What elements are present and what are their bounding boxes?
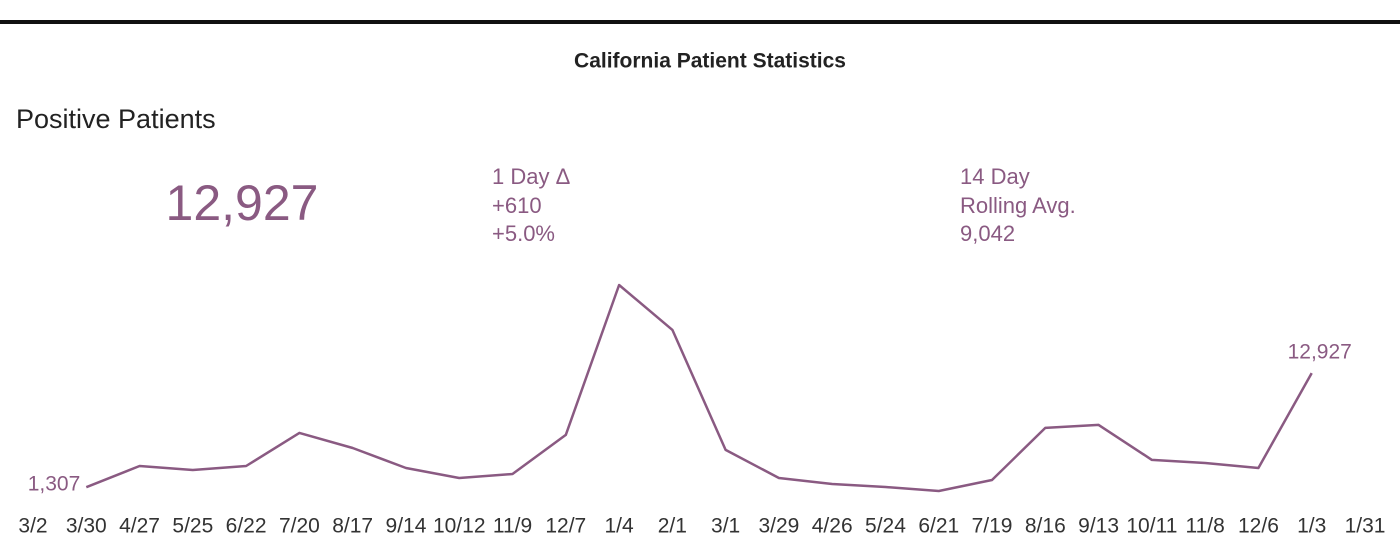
x-tick-label: 6/22 xyxy=(226,515,267,538)
title: California Patient Statistics xyxy=(574,50,846,73)
x-tick-label: 9/14 xyxy=(386,515,427,538)
x-tick-label: 3/30 xyxy=(66,515,107,538)
avg-value: 9,042 xyxy=(960,221,1015,246)
x-tick-label: 4/26 xyxy=(812,515,853,538)
delta-label: 1 Day Δ xyxy=(492,164,571,189)
kpi-label: Positive Patients xyxy=(16,104,216,134)
x-tick-label: 12/6 xyxy=(1238,515,1279,538)
data-label: 12,927 xyxy=(1288,341,1352,364)
kpi-value: 12,927 xyxy=(166,175,319,231)
x-tick-label: 7/19 xyxy=(972,515,1013,538)
x-tick-label: 3/29 xyxy=(758,515,799,538)
avg-label: Rolling Avg. xyxy=(960,193,1076,218)
x-tick-label: 8/16 xyxy=(1025,515,1066,538)
x-tick-label: 4/27 xyxy=(119,515,160,538)
x-tick-label: 5/24 xyxy=(865,515,906,538)
x-tick-label: 10/11 xyxy=(1126,515,1177,538)
x-tick-label: 1/3 xyxy=(1297,515,1326,538)
x-tick-label: 12/7 xyxy=(545,515,586,538)
data-label: 1,307 xyxy=(28,473,81,496)
x-tick-label: 1/31 xyxy=(1345,515,1386,538)
top-rule xyxy=(0,20,1400,24)
x-tick-label: 8/17 xyxy=(332,515,373,538)
x-tick-label: 9/13 xyxy=(1078,515,1119,538)
x-tick-label: 2/1 xyxy=(658,515,687,538)
x-tick-label: 10/12 xyxy=(433,515,486,538)
delta-pct: +5.0% xyxy=(492,221,555,246)
x-tick-label: 5/25 xyxy=(172,515,213,538)
delta-value: +610 xyxy=(492,193,542,218)
x-tick-label: 1/4 xyxy=(604,515,634,538)
avg-label: 14 Day xyxy=(960,164,1030,189)
x-tick-label: 7/20 xyxy=(279,515,320,538)
x-tick-label: 3/2 xyxy=(18,515,47,538)
series-line xyxy=(85,283,1313,493)
x-tick-label: 11/8 xyxy=(1185,515,1224,538)
x-tick-label: 6/21 xyxy=(918,515,959,538)
x-tick-label: 3/1 xyxy=(711,515,740,538)
x-tick-label: 11/9 xyxy=(493,515,532,538)
